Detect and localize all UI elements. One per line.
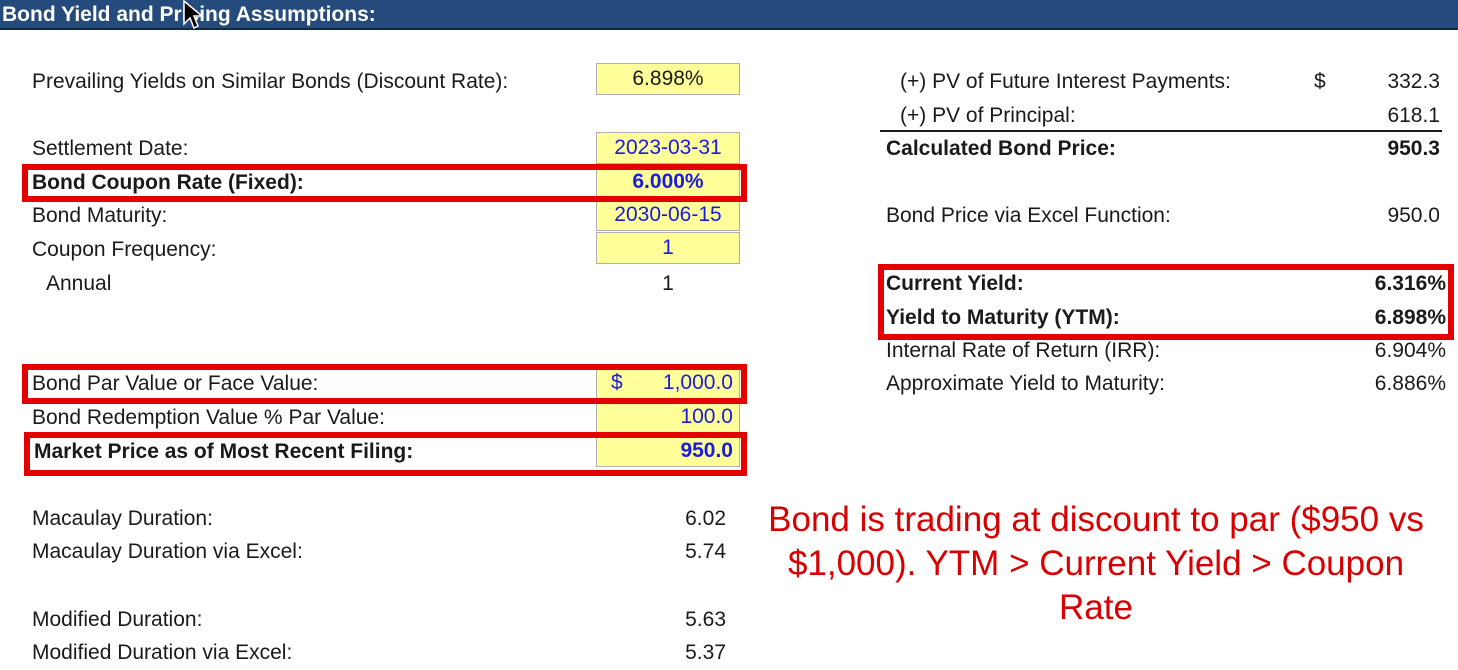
macaulay-duration-label: Macaulay Duration: (32, 507, 213, 530)
market-price-label: Market Price as of Most Recent Filing: (34, 440, 414, 463)
pv-principal-label: (+) PV of Principal: (900, 104, 1076, 127)
highlight-box-yields (878, 264, 1454, 340)
modified-duration-value: 5.63 (685, 608, 726, 631)
annotation-note: Bond is trading at discount to par ($950… (768, 500, 1424, 627)
par-value-cell[interactable]: $ 1,000.0 (596, 367, 740, 399)
coupon-frequency-cell[interactable]: 1 (596, 232, 740, 264)
highlight-box-par-value (22, 364, 747, 404)
pv-principal-value: 618.1 (1387, 104, 1440, 127)
par-value-label: Bond Par Value or Face Value: (32, 372, 319, 395)
discount-rate-label: Prevailing Yields on Similar Bonds (Disc… (32, 70, 509, 93)
subtotal-rule (880, 130, 1442, 132)
mouse-cursor-icon (183, 0, 204, 30)
redemption-value-cell[interactable]: 100.0 (596, 401, 740, 433)
excel-price-label: Bond Price via Excel Function: (886, 204, 1171, 227)
annual-value: 1 (662, 272, 674, 295)
modified-duration-label: Modified Duration: (32, 608, 203, 631)
macaulay-duration-value: 6.02 (685, 507, 726, 530)
bond-maturity-cell[interactable]: 2030-06-15 (596, 199, 740, 231)
modified-excel-label: Modified Duration via Excel: (32, 641, 293, 664)
approx-ytm-value: 6.886% (1374, 372, 1446, 395)
market-price-cell[interactable]: 950.0 (596, 435, 740, 467)
highlight-box-coupon-rate (22, 164, 747, 202)
section-header: Bond Yield and Pricing Assumptions: (0, 0, 1458, 30)
calculated-price-label: Calculated Bond Price: (886, 137, 1116, 160)
settlement-date-cell[interactable]: 2023-03-31 (596, 132, 740, 164)
approx-ytm-label: Approximate Yield to Maturity: (886, 372, 1165, 395)
pv-interest-currency-symbol: $ (1314, 70, 1326, 93)
bond-maturity-label: Bond Maturity: (32, 204, 168, 227)
redemption-value-label: Bond Redemption Value % Par Value: (32, 406, 385, 429)
ytm-label: Yield to Maturity (YTM): (886, 306, 1120, 329)
excel-price-value: 950.0 (1387, 204, 1440, 227)
irr-value: 6.904% (1374, 339, 1446, 362)
calculated-price-value: 950.3 (1387, 137, 1440, 160)
coupon-rate-cell[interactable]: 6.000% (596, 166, 740, 198)
par-currency-symbol: $ (611, 371, 623, 394)
settlement-date-label: Settlement Date: (32, 137, 189, 160)
highlight-box-market-price (24, 432, 747, 476)
discount-rate-cell[interactable]: 6.898% (596, 63, 740, 95)
pv-interest-label: (+) PV of Future Interest Payments: (900, 70, 1231, 93)
macaulay-excel-value: 5.74 (685, 540, 726, 563)
coupon-rate-label: Bond Coupon Rate (Fixed): (32, 171, 304, 194)
annual-label: Annual (46, 272, 112, 295)
par-value: 1,000.0 (662, 371, 733, 394)
irr-label: Internal Rate of Return (IRR): (886, 339, 1161, 362)
current-yield-value: 6.316% (1374, 272, 1446, 295)
macaulay-excel-label: Macaulay Duration via Excel: (32, 540, 303, 563)
ytm-value: 6.898% (1374, 306, 1446, 329)
coupon-frequency-label: Coupon Frequency: (32, 238, 217, 261)
pv-interest-value: 332.3 (1387, 70, 1440, 93)
modified-excel-value: 5.37 (685, 641, 726, 664)
current-yield-label: Current Yield: (886, 272, 1024, 295)
